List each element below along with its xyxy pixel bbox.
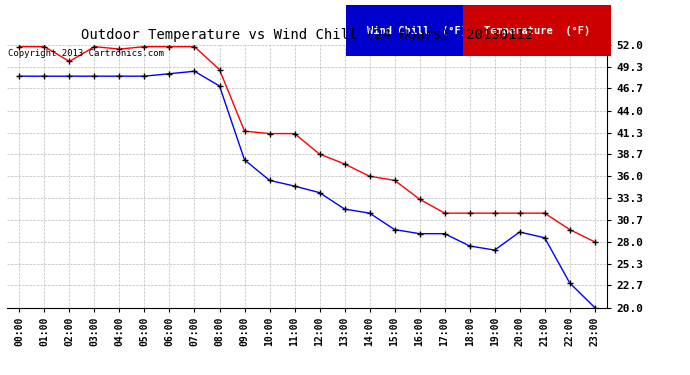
Text: Copyright 2013 Cartronics.com: Copyright 2013 Cartronics.com	[8, 49, 164, 58]
Text: Wind Chill  (°F): Wind Chill (°F)	[367, 26, 467, 36]
Text: Temperature  (°F): Temperature (°F)	[484, 26, 591, 36]
Title: Outdoor Temperature vs Wind Chill (24 Hours)  20130112: Outdoor Temperature vs Wind Chill (24 Ho…	[81, 28, 533, 42]
